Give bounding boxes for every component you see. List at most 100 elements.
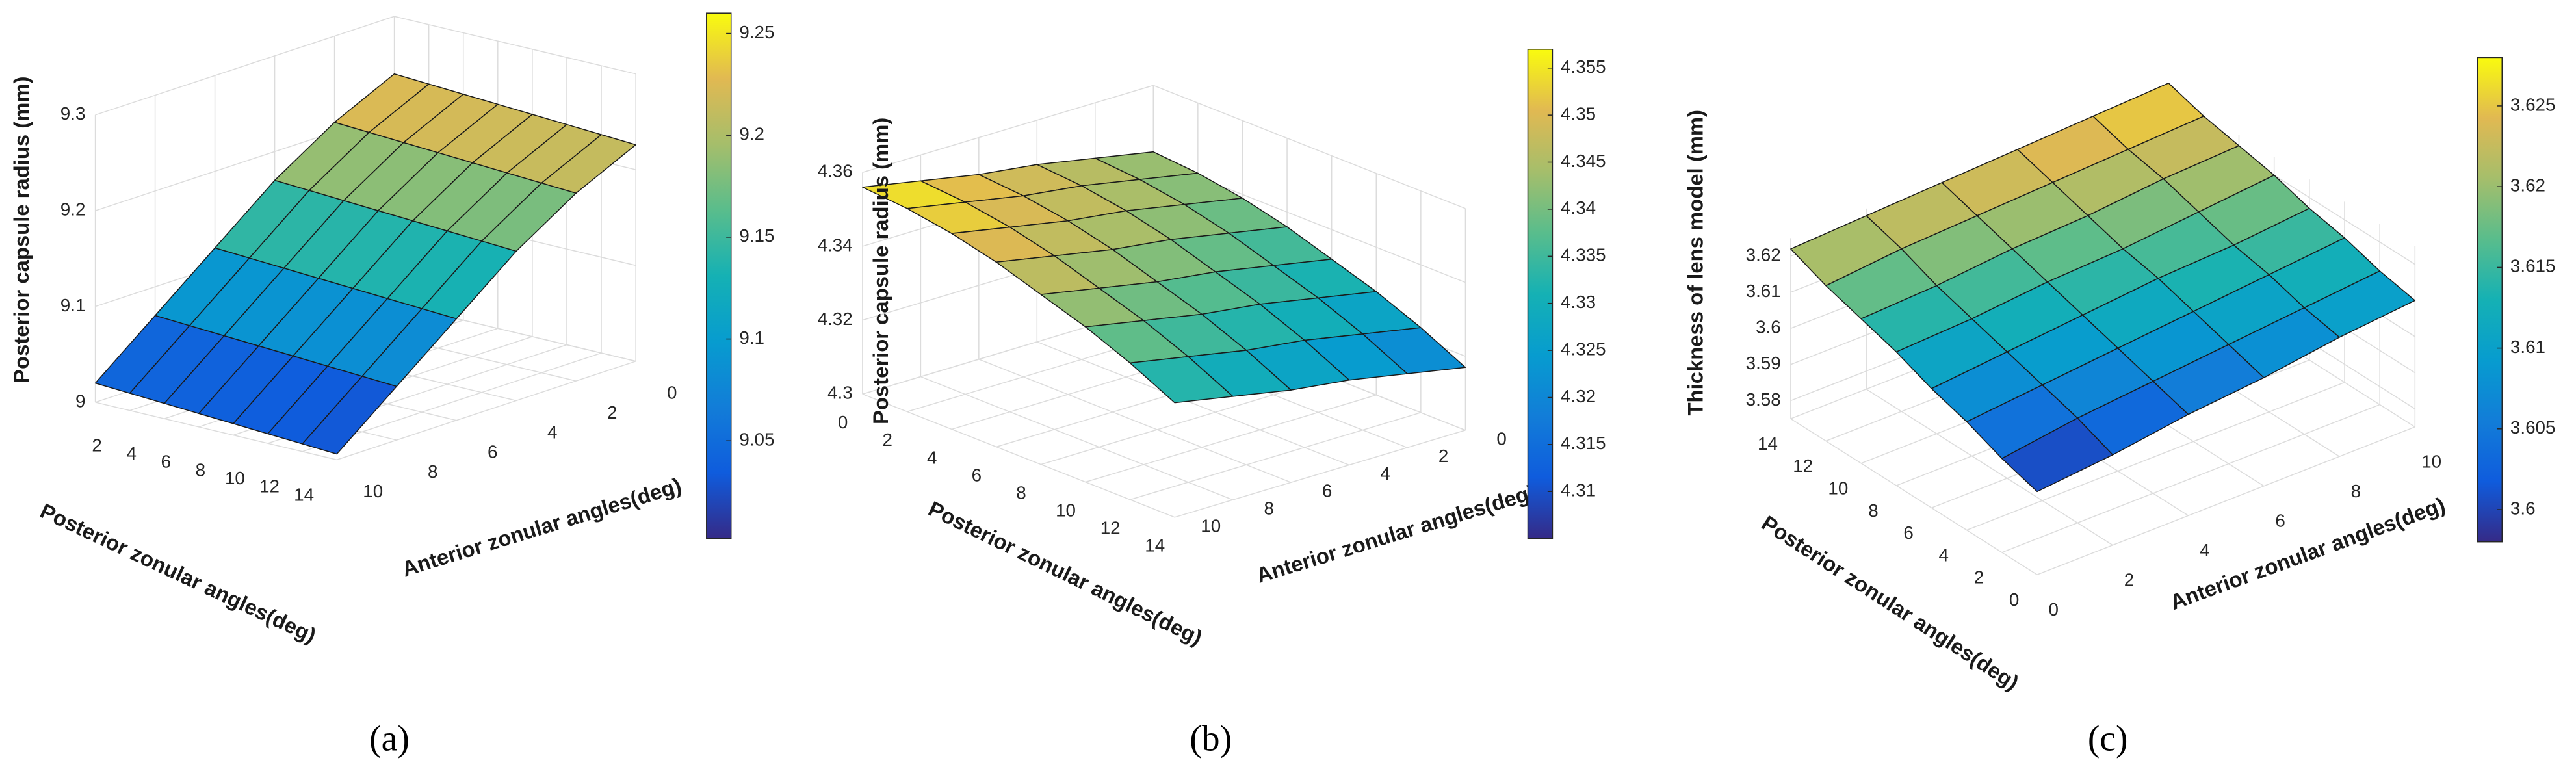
- y-tick-label: 2: [607, 402, 617, 422]
- x-tick-label: 8: [1016, 482, 1026, 502]
- y-tick-label: 0: [1496, 428, 1506, 448]
- x-tick-label: 2: [882, 430, 892, 450]
- x-axis-label: Posterior zonular angles(deg): [1758, 511, 2023, 695]
- colorbar-tick-label: 4.35: [1561, 103, 1596, 124]
- y-tick-label: 10: [363, 481, 383, 501]
- x-tick-label: 14: [1145, 536, 1165, 556]
- y-tick-label: 0: [667, 383, 677, 403]
- x-tick-label: 8: [1868, 500, 1878, 521]
- colorbar-tick-label: 4.31: [1561, 480, 1596, 500]
- colorbar-tick-label: 4.335: [1561, 245, 1606, 265]
- x-tick-label: 6: [161, 452, 171, 472]
- colorbar: [706, 12, 732, 540]
- y-tick-label: 10: [1201, 515, 1221, 536]
- z-tick-label: 4.36: [818, 161, 853, 181]
- wall-grid-line: [394, 16, 636, 75]
- z-tick-label: 9.2: [60, 200, 86, 220]
- colorbar-tick-label: 9.25: [739, 22, 774, 42]
- floor-grid-line: [862, 393, 1175, 518]
- floor-grid-line: [1866, 389, 2113, 546]
- floor-grid-line: [95, 402, 337, 461]
- colorbar-tick-label: 4.355: [1561, 57, 1606, 77]
- colorbar-tick-label: 3.625: [2510, 94, 2556, 114]
- x-tick-label: 6: [1903, 523, 1913, 543]
- y-tick-label: 6: [1322, 481, 1332, 501]
- z-tick-label: 3.6: [1756, 317, 1781, 337]
- x-tick-label: 12: [1100, 518, 1121, 538]
- colorbar-tick-label: 4.32: [1561, 386, 1596, 406]
- surface-cell: [2001, 417, 2114, 493]
- x-axis-label: Posterior zonular angles(deg): [36, 499, 320, 647]
- y-tick-label: 8: [1264, 499, 1273, 519]
- surface-cell: [1129, 356, 1234, 404]
- y-tick-label: 4: [547, 422, 557, 442]
- colorbar: [1527, 49, 1554, 540]
- y-axis-label: Anterior zonular angles(deg): [399, 473, 684, 581]
- floor-grid-line: [2001, 404, 2380, 553]
- colorbar-tick-label: 3.615: [2510, 256, 2556, 276]
- colorbar-tick-label: 4.345: [1561, 151, 1606, 171]
- floor-grid-line: [1085, 395, 1377, 483]
- panel-label: (c): [2088, 719, 2128, 759]
- floor-grid-line: [1041, 376, 1332, 465]
- y-tick-label: 8: [2351, 481, 2361, 501]
- y-tick-label: 0: [2049, 599, 2059, 619]
- y-tick-label: 2: [1438, 446, 1448, 466]
- x-tick-label: 0: [2009, 590, 2019, 610]
- x-tick-label: 2: [92, 436, 101, 456]
- z-tick-label: 3.59: [1746, 353, 1781, 373]
- floor-grid-line: [336, 361, 636, 461]
- z-tick-label: 4.34: [818, 235, 853, 255]
- y-tick-label: 2: [2124, 570, 2134, 590]
- wall-grid-line: [95, 16, 395, 116]
- y-tick-label: 4: [1380, 463, 1390, 484]
- y-tick-label: 4: [2200, 540, 2209, 560]
- x-tick-label: 10: [225, 468, 245, 488]
- x-tick-label: 4: [126, 443, 136, 463]
- colorbar-tick-label: 3.6: [2510, 498, 2536, 518]
- y-tick-label: 10: [2421, 452, 2441, 472]
- colorbar-tick-label: 3.62: [2510, 176, 2545, 196]
- z-tick-label: 9.1: [60, 295, 86, 315]
- x-tick-label: 8: [196, 460, 205, 480]
- colorbar-tick-label: 9.2: [739, 124, 764, 144]
- x-tick-label: 2: [1974, 567, 1984, 588]
- wall-grid-line: [1152, 84, 1466, 209]
- panel-label: (b): [1190, 719, 1232, 759]
- z-tick-label: 3.62: [1746, 244, 1781, 265]
- colorbar-tick-label: 4.325: [1561, 339, 1606, 359]
- floor-grid-line: [2036, 426, 2415, 575]
- x-tick-label: 0: [838, 412, 848, 432]
- colorbar-tick-label: 4.315: [1561, 433, 1606, 453]
- z-tick-label: 3.61: [1746, 281, 1781, 301]
- z-tick-label: 9.3: [60, 103, 86, 124]
- floor-grid-line: [1174, 430, 1466, 518]
- floor-grid-line: [1790, 418, 2038, 575]
- x-tick-label: 12: [1793, 456, 1813, 476]
- floor-grid-line: [978, 359, 1292, 483]
- z-axis-label: Posterior capsule radius (mm): [9, 76, 33, 383]
- y-tick-label: 8: [428, 462, 437, 482]
- z-tick-label: 9: [75, 391, 85, 411]
- z-axis-label: Thickness of lens model (mm): [1683, 110, 1707, 416]
- colorbar-tick-label: 4.33: [1561, 292, 1596, 312]
- z-tick-label: 4.3: [827, 383, 853, 403]
- z-axis-label: Posterior capsule radius (mm): [868, 118, 892, 424]
- colorbar-tick-label: 3.605: [2510, 417, 2556, 437]
- colorbar-tick-label: 3.61: [2510, 337, 2545, 357]
- y-tick-label: 6: [488, 442, 497, 462]
- floor-grid-line: [920, 376, 1233, 500]
- x-tick-label: 14: [1758, 434, 1778, 454]
- colorbar-tick-label: 9.15: [739, 226, 774, 246]
- x-tick-label: 4: [1939, 545, 1949, 565]
- wall-grid-line: [862, 84, 1154, 173]
- x-tick-label: 4: [927, 447, 937, 467]
- x-tick-label: 10: [1828, 478, 1848, 499]
- x-tick-label: 6: [972, 465, 982, 485]
- colorbar: [2477, 57, 2503, 543]
- x-tick-label: 10: [1056, 500, 1076, 520]
- z-tick-label: 4.32: [818, 309, 853, 329]
- x-tick-label: 14: [294, 484, 314, 504]
